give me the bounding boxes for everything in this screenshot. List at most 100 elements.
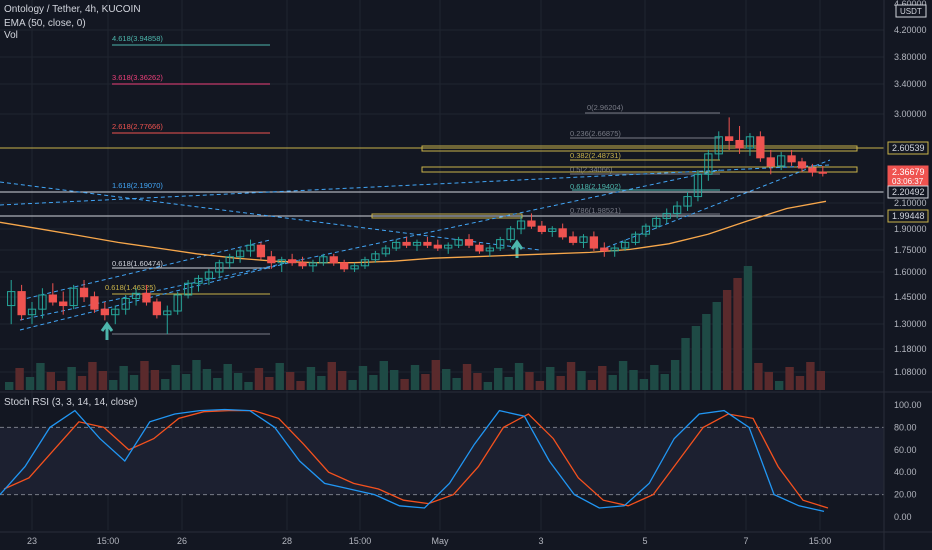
zone-box [421, 166, 858, 173]
volume-bar [25, 377, 35, 390]
fib-level-label: 0(2.96204) [587, 103, 624, 112]
candle-body [59, 301, 68, 307]
fib-level-label: 0.786(1.98521) [570, 206, 621, 215]
candle-body [163, 310, 172, 316]
fib-level-label: 0.618(2.19402) [570, 182, 621, 191]
volume-bar [421, 374, 430, 390]
candle-body [464, 239, 474, 246]
volume-bar [265, 377, 274, 390]
candle-body [90, 296, 99, 310]
volume-bar [785, 367, 794, 390]
rsi-tick-label: 80.00 [894, 422, 917, 432]
candle-body [215, 262, 224, 273]
volume-bar [722, 290, 732, 390]
volume-bar [806, 362, 815, 390]
trend-line [599, 159, 831, 251]
fib-level-label: 0.618(1.60474) [112, 259, 163, 268]
stoch-d-line [3, 409, 829, 509]
volume-bar [598, 366, 607, 390]
price-tick-label: 1.08000 [894, 367, 927, 377]
volume-bar [650, 365, 659, 390]
candle-body [714, 136, 723, 155]
candle-body [412, 241, 422, 246]
volume-bar [213, 378, 222, 390]
trend-line [19, 169, 721, 321]
candle-body [308, 262, 318, 267]
candle-body [735, 139, 744, 149]
trend-line [0, 164, 831, 206]
volume-bar [202, 369, 212, 390]
volume-bar [181, 374, 191, 390]
candle-body [423, 241, 432, 246]
volume-bar [754, 363, 763, 390]
candle-body [319, 256, 328, 264]
volume-bar [764, 372, 773, 390]
price-tag-label: 2.36679 [892, 167, 925, 177]
volume-bar [587, 380, 597, 390]
fib-level-label: 4.618(3.94858) [112, 34, 163, 43]
fib-level-label: 0.236(2.66875) [570, 129, 621, 138]
time-tick-label: 5 [642, 536, 647, 546]
arrow-marker [100, 321, 114, 340]
price-tick-label: 3.80000 [894, 52, 927, 62]
volume-bar [379, 361, 388, 390]
volume-bar [410, 365, 420, 390]
volume-bar [431, 360, 441, 390]
candle-body [579, 236, 588, 243]
volume-bar [452, 378, 461, 390]
candle-body [131, 292, 141, 299]
price-tick-label: 1.75000 [894, 245, 927, 255]
time-tick-label: 28 [282, 536, 292, 546]
volume-bar [691, 326, 701, 390]
candle-body [17, 291, 26, 316]
candle-body [392, 241, 401, 249]
volume-bar [150, 370, 160, 390]
volume-bar [98, 371, 108, 390]
volume-bar [233, 373, 243, 390]
volume-bar [442, 369, 451, 390]
candle-body [787, 155, 796, 163]
volume-bar [327, 362, 336, 390]
candle-body [568, 236, 578, 243]
volume-bar [77, 376, 87, 390]
candle-body [27, 308, 37, 316]
candle-body [756, 136, 765, 159]
volume-bar [504, 377, 513, 390]
time-tick-label: 7 [743, 536, 748, 546]
candle-body [100, 308, 109, 316]
volume-bar [608, 375, 617, 390]
candle-body [246, 244, 255, 252]
volume-bar [712, 302, 721, 390]
stoch-k-line [0, 408, 825, 513]
volume-bar [369, 375, 378, 390]
volume-bar [140, 361, 149, 390]
countdown-label: 03:06:37 [892, 177, 924, 186]
volume-bar [5, 382, 14, 390]
price-tick-label: 2.10000 [894, 198, 927, 208]
rsi-tick-label: 100.00 [894, 400, 922, 410]
candle-body [225, 256, 234, 264]
price-tag-label: 1.99448 [892, 211, 925, 221]
volume-bar [577, 371, 586, 390]
volume-bar [774, 381, 784, 390]
candle-body [631, 233, 640, 243]
volume-bar [743, 266, 753, 390]
volume-bar [660, 374, 669, 390]
candle-body [777, 155, 786, 167]
candle-body [277, 259, 286, 264]
candle-body [683, 196, 692, 207]
candle-body [600, 247, 609, 252]
fib-level-label: 3.618(3.36262) [112, 73, 163, 82]
volume-bar [15, 368, 24, 390]
candle-body [142, 292, 151, 303]
candle-body [818, 171, 827, 174]
time-tick-label: 26 [177, 536, 187, 546]
volume-bar [462, 364, 472, 390]
candle-body [329, 256, 338, 264]
candle-body [48, 294, 57, 303]
rsi-tick-label: 0.00 [894, 512, 912, 522]
candle-body [444, 244, 453, 249]
rsi-band [0, 427, 884, 495]
candle-body [662, 212, 671, 219]
